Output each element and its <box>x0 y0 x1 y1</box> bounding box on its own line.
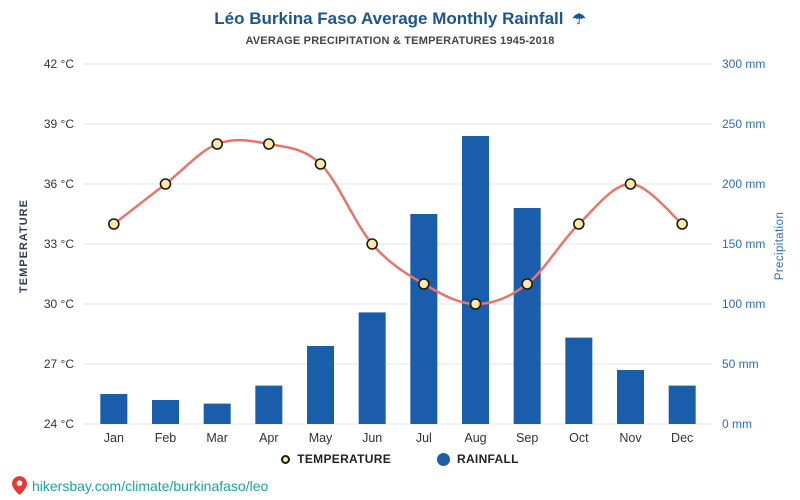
x-axis-label: Aug <box>464 431 486 445</box>
chart-subtitle: AVERAGE PRECIPITATION & TEMPERATURES 194… <box>245 35 555 47</box>
chart-svg: 42 °C 300 mm 39 °C 250 mm 36 °C 200 mm 33 °C 15… <box>44 57 766 445</box>
x-axis-label: Jan <box>104 431 124 445</box>
chart-header: Léo Burkina Faso Average Monthly Rainfal… <box>0 0 800 48</box>
rainfall-bar <box>152 400 179 424</box>
rainfall-bar <box>100 394 128 424</box>
left-axis-tick: 24 °C <box>44 417 74 431</box>
left-axis-tick: 36 °C <box>44 177 74 191</box>
x-axis-label: Nov <box>619 431 642 445</box>
rainfall-bar <box>255 385 283 424</box>
right-axis-tick: 250 mm <box>722 117 765 131</box>
legend-item-rainfall[interactable]: RAINFALL <box>437 452 519 466</box>
x-axis-label: Dec <box>671 431 693 445</box>
left-axis-tick: 33 °C <box>44 237 74 251</box>
right-axis-tick: 200 mm <box>722 177 765 191</box>
chart-title-text: Léo Burkina Faso Average Monthly Rainfal… <box>214 9 564 28</box>
right-axis-tick: 300 mm <box>722 57 765 71</box>
rainfall-bar <box>358 312 386 424</box>
rainfall-bar <box>617 370 644 424</box>
temperature-marker <box>211 138 223 150</box>
legend-item-temperature[interactable]: TEMPERATURE <box>281 452 391 466</box>
left-axis-title: TEMPERATURE <box>18 199 30 293</box>
x-axis-label: Sep <box>516 431 538 445</box>
right-axis-title: Precipitation <box>774 211 786 281</box>
rain-umbrella-icon: ☂ <box>572 11 586 28</box>
rainfall-bar <box>203 403 231 424</box>
rainfall-bar <box>513 208 541 424</box>
rainfall-bar <box>565 337 593 424</box>
temperature-marker <box>573 218 585 230</box>
left-axis-tick: 30 °C <box>44 297 74 311</box>
temperature-marker <box>366 238 378 250</box>
temperature-marker <box>159 178 172 190</box>
temperature-marker <box>314 158 327 170</box>
temperature-marker <box>676 218 688 230</box>
temperature-marker <box>469 298 482 310</box>
footer-link[interactable]: hikersbay.com/climate/burkinafaso/leo <box>12 476 268 495</box>
right-axis-tick: 100 mm <box>722 297 765 311</box>
temperature-line <box>112 138 684 306</box>
left-axis-tick: 39 °C <box>44 117 74 131</box>
legend-label-rainfall: RAINFALL <box>457 452 519 466</box>
temperature-marker <box>263 138 275 150</box>
temperature-marker <box>418 278 430 290</box>
chart-title: Léo Burkina Faso Average Monthly Rainfal… <box>0 8 800 31</box>
temperature-marker-icon <box>281 454 291 464</box>
left-axis-tick: 42 °C <box>44 57 74 71</box>
location-pin-icon <box>12 476 27 495</box>
x-axis-label: Apr <box>259 431 278 445</box>
legend: TEMPERATURE RAINFALL <box>0 452 800 466</box>
right-axis-tick: 150 mm <box>722 237 765 251</box>
footer-link-text: hikersbay.com/climate/burkinafaso/leo <box>32 477 269 494</box>
x-axis-label: Jun <box>362 431 382 445</box>
rainfall-bar <box>307 346 334 424</box>
x-axis-label: Jul <box>416 431 432 445</box>
temperature-marker <box>624 178 637 190</box>
rainfall-bar <box>668 385 696 424</box>
right-axis-tick: 0 mm <box>722 417 752 431</box>
x-axis-label: Oct <box>569 431 589 445</box>
temperature-marker <box>521 278 533 290</box>
x-axis-label: Mar <box>206 431 228 445</box>
x-axis-label: May <box>309 431 333 445</box>
rainfall-bar <box>462 136 489 424</box>
right-axis-tick: 50 mm <box>722 357 759 371</box>
left-axis-tick: 27 °C <box>44 357 74 371</box>
x-axis-label: Feb <box>155 431 177 445</box>
legend-label-temperature: TEMPERATURE <box>297 452 391 466</box>
rainfall-bar <box>410 214 438 424</box>
rainfall-marker-icon <box>437 452 450 466</box>
temperature-marker <box>108 218 120 230</box>
